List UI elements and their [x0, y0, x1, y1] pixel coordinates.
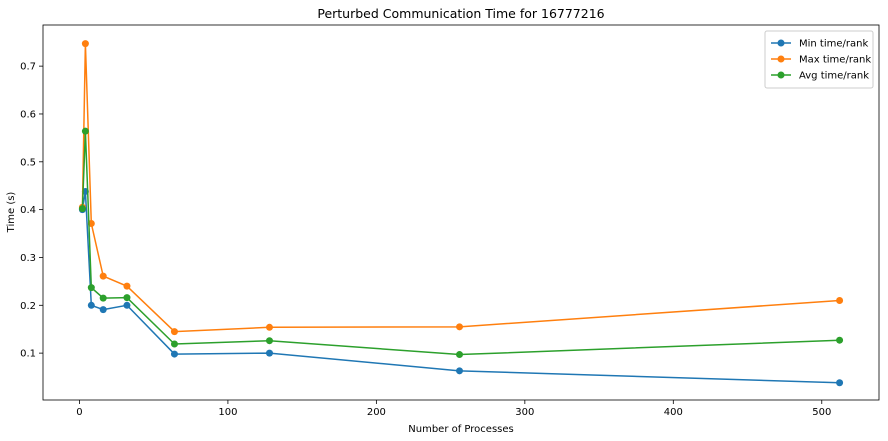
x-tick-label: 300 [515, 407, 534, 418]
data-point [99, 272, 107, 280]
data-point [456, 323, 464, 331]
data-point [87, 301, 95, 309]
y-tick-label: 0.6 [20, 109, 36, 120]
legend: Min time/rank Max time/rank Avg time/rank [764, 30, 874, 89]
legend-label: Min time/rank [799, 39, 868, 50]
data-point [81, 127, 89, 135]
plot-frame [42, 24, 880, 401]
data-point [87, 284, 95, 292]
series-3 [78, 127, 844, 359]
series-line [81, 43, 840, 333]
y-axis: 0.1 0.2 0.3 0.4 0.5 0.6 0.7 [20, 62, 43, 360]
chart-title: Perturbed Communication Time for 1677721… [317, 6, 604, 21]
data-point [265, 323, 273, 331]
legend-box [764, 30, 874, 89]
legend-marker [777, 71, 785, 79]
data-point [81, 40, 89, 48]
legend-label: Max time/rank [799, 55, 871, 66]
data-point [170, 328, 178, 336]
x-axis-label: Number of Processes [408, 424, 513, 435]
legend-marker [777, 39, 785, 47]
data-point [170, 340, 178, 348]
series-2 [78, 40, 844, 336]
data-point [123, 282, 131, 290]
data-point [836, 297, 844, 305]
data-point [99, 294, 107, 302]
data-point [99, 306, 107, 314]
data-point [265, 337, 273, 345]
data-point [456, 351, 464, 359]
data-point [265, 349, 273, 357]
series-line [81, 131, 840, 356]
data-point [123, 301, 131, 309]
y-tick-label: 0.2 [20, 301, 36, 312]
data-point [836, 379, 844, 387]
data-point [78, 205, 86, 213]
legend-label: Avg time/rank [799, 71, 869, 82]
y-tick-label: 0.7 [20, 62, 36, 73]
data-point [123, 294, 131, 302]
x-tick-label: 0 [76, 407, 82, 418]
y-tick-label: 0.1 [20, 349, 36, 360]
series-layer [78, 40, 844, 387]
x-tick-label: 200 [367, 407, 386, 418]
x-tick-label: 500 [812, 407, 831, 418]
x-tick-label: 100 [218, 407, 237, 418]
y-tick-label: 0.3 [20, 253, 36, 264]
y-tick-label: 0.4 [20, 205, 36, 216]
x-axis: 0 100 200 300 400 500 [76, 400, 831, 418]
legend-marker [777, 55, 785, 63]
data-point [456, 367, 464, 375]
y-axis-label: Time (s) [6, 192, 17, 234]
y-tick-label: 0.5 [20, 157, 36, 168]
x-tick-label: 400 [664, 407, 683, 418]
data-point [836, 336, 844, 344]
data-point [170, 350, 178, 358]
